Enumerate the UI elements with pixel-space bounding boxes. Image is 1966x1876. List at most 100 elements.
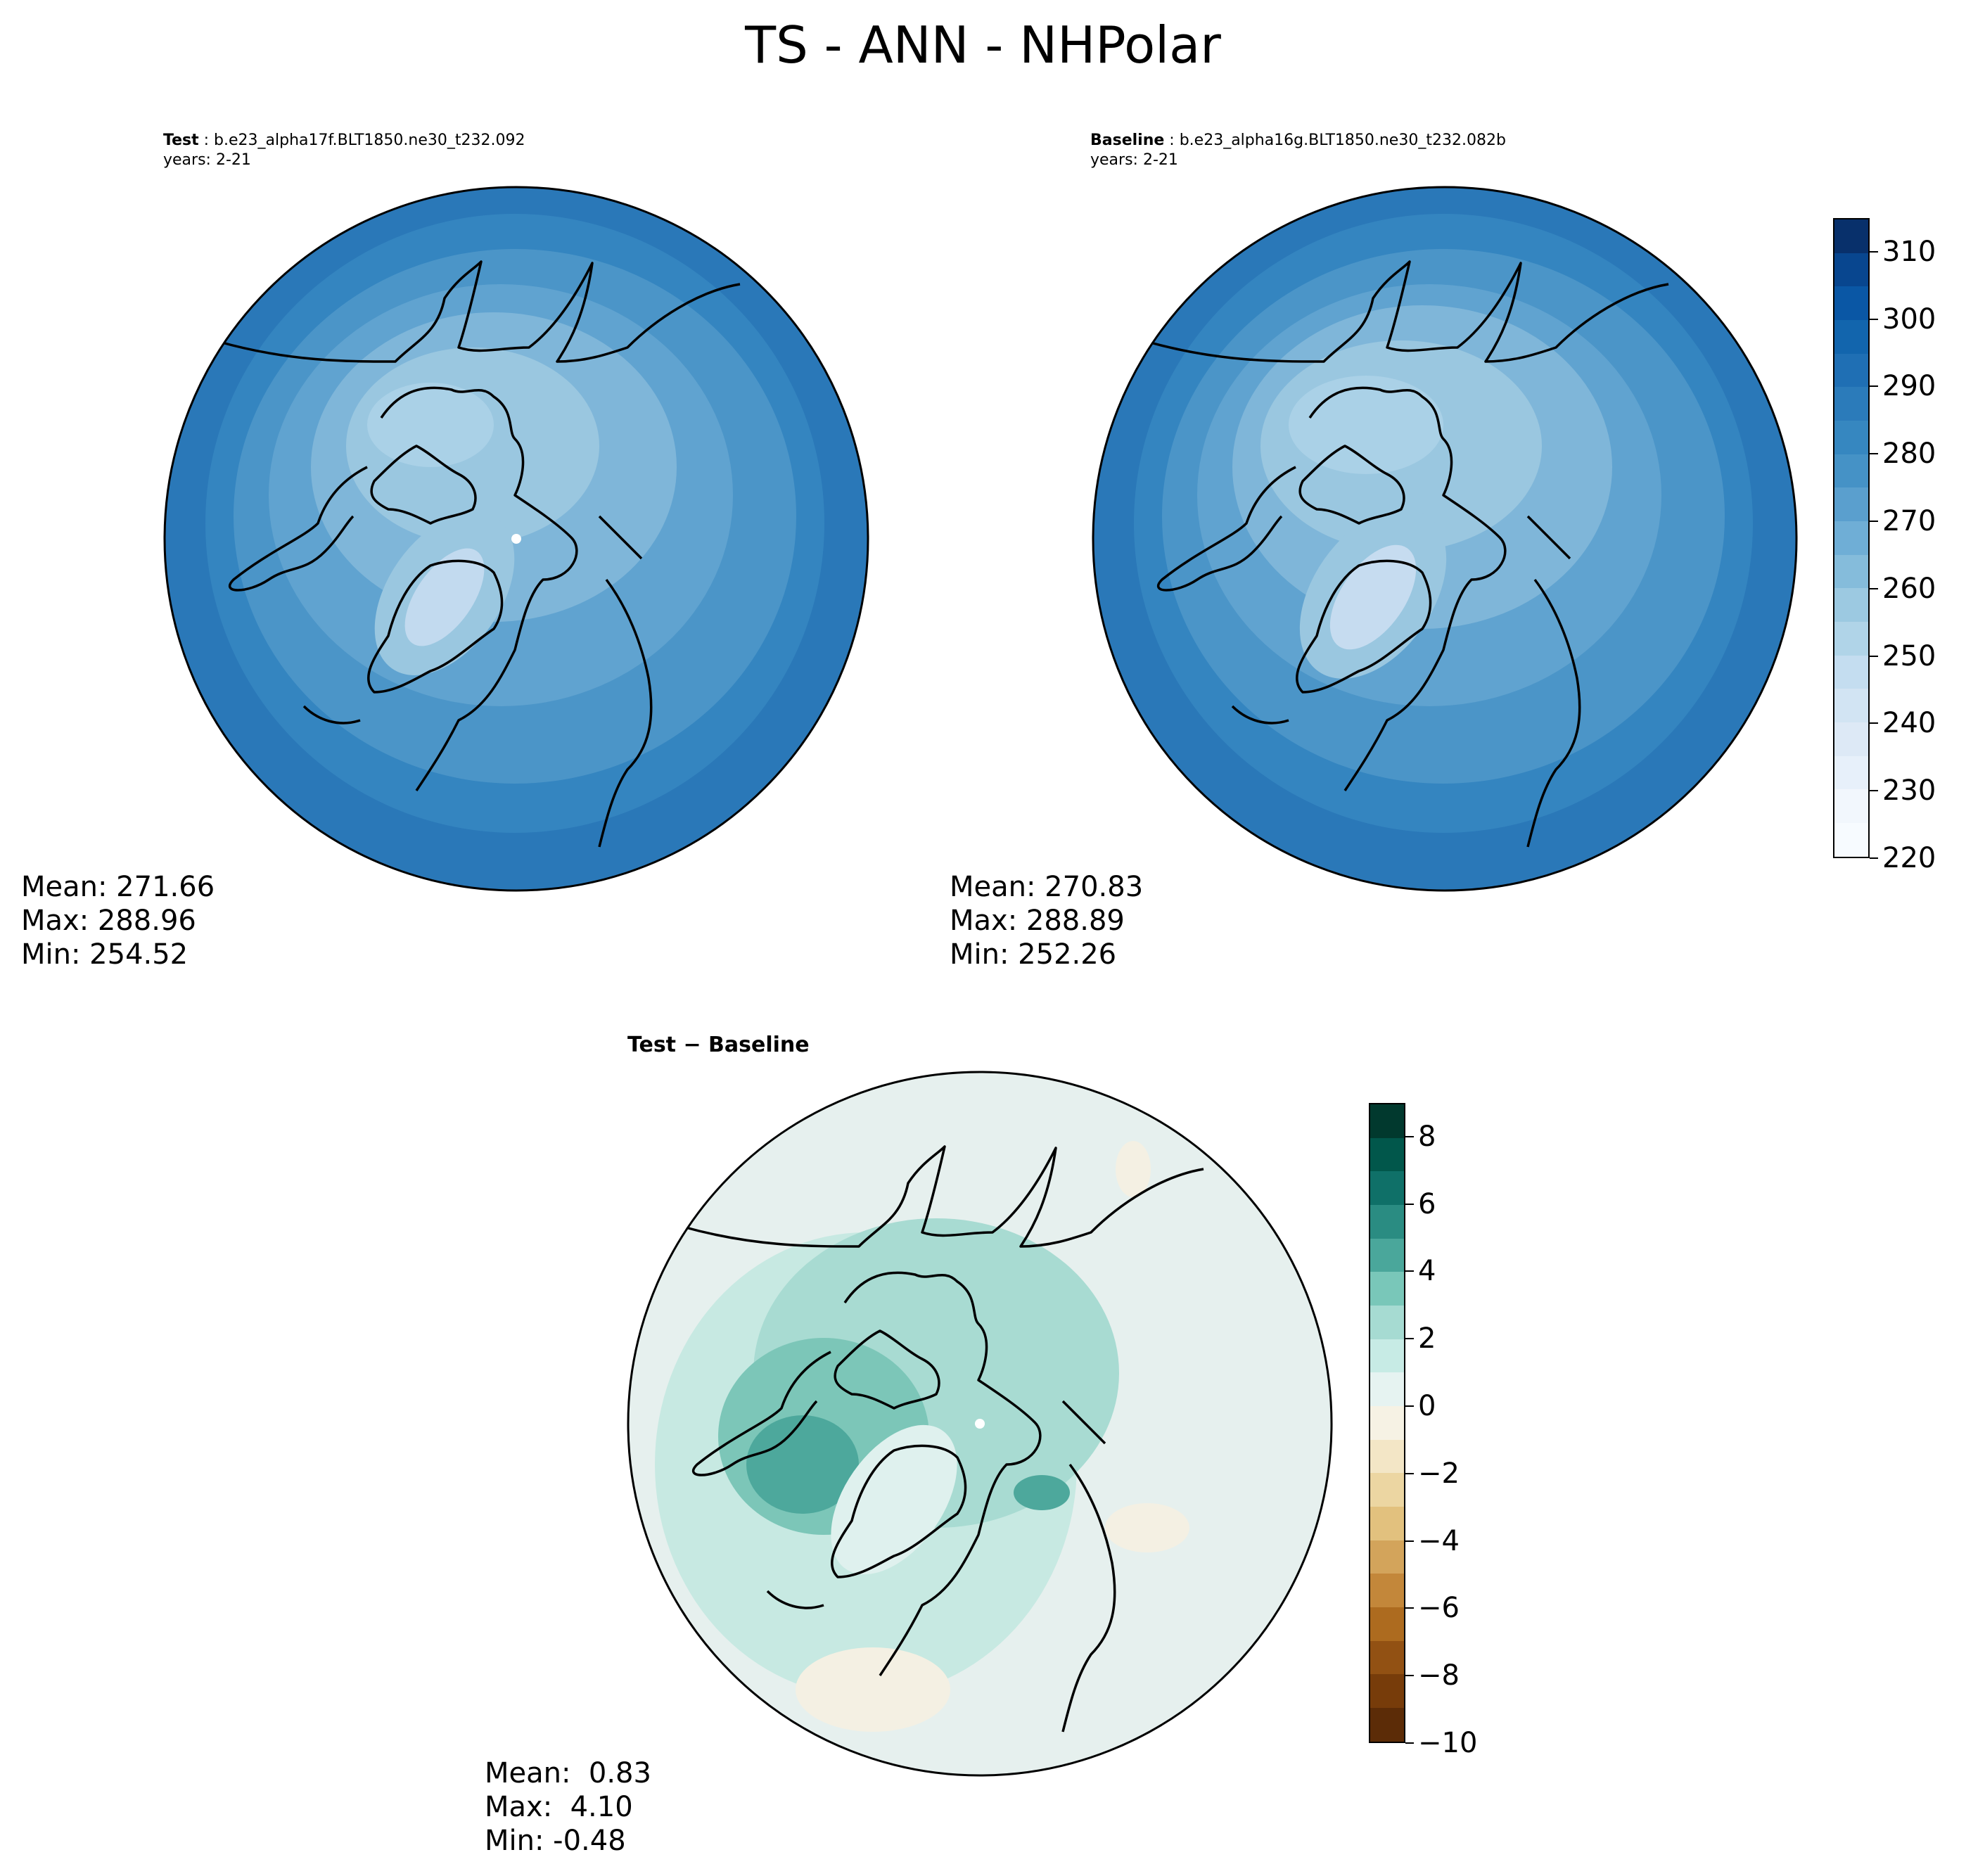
map-boundary <box>163 186 869 892</box>
north-pole-marker <box>975 1419 985 1429</box>
test-stats: Mean: 271.66 Max: 288.96 Min: 254.52 <box>21 870 215 971</box>
baseline-stats: Mean: 270.83 Max: 288.89 Min: 252.26 <box>950 870 1143 971</box>
main-colorbar-tick-mark <box>1870 318 1878 320</box>
map-boundary <box>1092 186 1798 892</box>
main-colorbar-swatch <box>1834 353 1868 388</box>
difference-colorbar-swatch <box>1370 1540 1404 1574</box>
baseline-max: Max: 288.89 <box>950 905 1125 937</box>
difference-colorbar-swatch <box>1370 1406 1404 1440</box>
diff-band-4 <box>746 1415 859 1514</box>
main-colorbar-tick-label: 310 <box>1882 235 1936 268</box>
main-colorbar-swatch <box>1834 421 1868 454</box>
test-case-name: b.e23_alpha17f.BLT1850.ne30_t232.092 <box>214 132 525 149</box>
main-colorbar-swatch <box>1834 755 1868 790</box>
main-colorbar-swatch <box>1834 722 1868 756</box>
difference-colorbar-swatch <box>1370 1640 1404 1675</box>
baseline-polar-map <box>1092 186 1798 892</box>
main-colorbar-swatch <box>1834 521 1868 555</box>
test-label: Test <box>163 132 199 149</box>
baseline-mean: Mean: 270.83 <box>950 871 1144 903</box>
north-pole-marker <box>511 534 521 544</box>
difference-colorbar-swatch <box>1370 1439 1404 1474</box>
main-colorbar-swatch <box>1834 286 1868 321</box>
coastlines <box>1147 260 1669 848</box>
main-colorbar-tick-label: 230 <box>1882 774 1936 808</box>
difference-colorbar-swatch <box>1370 1507 1404 1540</box>
main-colorbar-tick-label: 280 <box>1882 438 1936 471</box>
main-colorbar-tick-mark <box>1870 521 1878 523</box>
difference-colorbar-tick-mark <box>1405 1742 1414 1744</box>
main-colorbar-swatch <box>1834 588 1868 623</box>
difference-colorbar-tick-mark <box>1405 1338 1414 1340</box>
main-colorbar-tick-label: 290 <box>1882 370 1936 403</box>
greenland-core <box>1329 544 1417 650</box>
baseline-years: years: 2-21 <box>1090 151 1178 169</box>
main-colorbar-swatch <box>1834 487 1868 522</box>
difference-colorbar-swatch <box>1370 1607 1404 1641</box>
main-colorbar-tick-label: 220 <box>1882 842 1936 874</box>
difference-colorbar-swatch <box>1370 1708 1404 1742</box>
difference-colorbar-tick-label: −6 <box>1418 1592 1460 1625</box>
diff-neg-1 <box>796 1647 950 1732</box>
difference-mean: Mean: 0.83 <box>485 1757 651 1789</box>
difference-colorbar-swatch <box>1370 1272 1404 1306</box>
difference-colorbar-tick-mark <box>1405 1675 1414 1677</box>
main-colorbar-tick-mark <box>1870 587 1878 589</box>
main-colorbar-tick-label: 270 <box>1882 505 1936 538</box>
main-colorbar-swatch <box>1834 622 1868 656</box>
difference-polar-map <box>627 1071 1333 1777</box>
main-colorbar-tick-mark <box>1870 453 1878 455</box>
difference-colorbar-swatch <box>1370 1674 1404 1709</box>
main-colorbar-tick-mark <box>1870 790 1878 792</box>
difference-colorbar-tick-label: 4 <box>1418 1255 1436 1288</box>
difference-colorbar-swatch <box>1370 1306 1404 1339</box>
difference-colorbar-tick-label: −2 <box>1418 1457 1460 1490</box>
greenland-core <box>404 548 485 646</box>
main-colorbar: 310 300 290 280 270 260 250 240 230 220 <box>1833 218 1960 872</box>
main-colorbar-tick-mark <box>1870 857 1878 859</box>
difference-colorbar-swatch <box>1370 1473 1404 1507</box>
difference-colorbar-tick-label: −8 <box>1418 1659 1460 1692</box>
diff-neg-3 <box>1116 1141 1151 1197</box>
main-colorbar-swatch <box>1834 655 1868 689</box>
main-colorbar-tick-mark <box>1870 250 1878 253</box>
difference-colorbar-swatch <box>1370 1372 1404 1407</box>
main-colorbar-swatch <box>1834 554 1868 589</box>
main-colorbar-swatch <box>1834 219 1868 253</box>
baseline-panel-header: Baseline : b.e23_alpha16g.BLT1850.ne30_t… <box>1090 132 1506 169</box>
difference-min: Min: -0.48 <box>485 1825 626 1857</box>
test-years: years: 2-21 <box>163 151 251 169</box>
main-colorbar-tick-mark <box>1870 722 1878 725</box>
main-colorbar-swatch <box>1834 823 1868 857</box>
difference-colorbar-tick-label: 0 <box>1418 1390 1436 1423</box>
coastlines <box>682 1145 1204 1733</box>
coastlines <box>219 260 741 848</box>
difference-max: Max: 4.10 <box>485 1791 633 1823</box>
difference-colorbar-tick-mark <box>1405 1270 1414 1272</box>
difference-colorbar-tick-mark <box>1405 1203 1414 1205</box>
difference-stats: Mean: 0.83 Max: 4.10 Min: -0.48 <box>485 1756 651 1858</box>
map-boundary <box>627 1071 1333 1777</box>
main-colorbar-swatch <box>1834 253 1868 287</box>
main-colorbar-tick-label: 300 <box>1882 302 1936 336</box>
difference-colorbar-tick-label: 2 <box>1418 1322 1436 1355</box>
difference-colorbar-tick-label: −4 <box>1418 1524 1460 1557</box>
difference-colorbar-tick-label: 6 <box>1418 1187 1436 1220</box>
main-colorbar-tick-label: 260 <box>1882 572 1936 605</box>
difference-colorbar-swatch <box>1370 1205 1404 1239</box>
test-mean: Mean: 271.66 <box>21 871 215 903</box>
field-band-6 <box>367 383 494 467</box>
main-colorbar-tick-label: 240 <box>1882 707 1936 740</box>
main-colorbar-tick-mark <box>1870 655 1878 657</box>
difference-colorbar-swatch <box>1370 1171 1404 1206</box>
main-colorbar-tick-label: 250 <box>1882 639 1936 672</box>
difference-colorbar-tick-label: −10 <box>1418 1727 1478 1759</box>
difference-colorbar-swatch <box>1370 1104 1404 1138</box>
baseline-case-name: b.e23_alpha16g.BLT1850.ne30_t232.082b <box>1179 132 1506 149</box>
difference-colorbar: 8 6 4 2 0 −2 −4 −6 −8 −10 <box>1369 1103 1495 1757</box>
difference-colorbar-tick-mark <box>1405 1540 1414 1542</box>
difference-panel-header: Test − Baseline <box>627 1033 810 1057</box>
test-min: Min: 254.52 <box>21 938 189 971</box>
difference-colorbar-bar <box>1369 1103 1405 1743</box>
diff-neg-2 <box>1105 1503 1189 1552</box>
